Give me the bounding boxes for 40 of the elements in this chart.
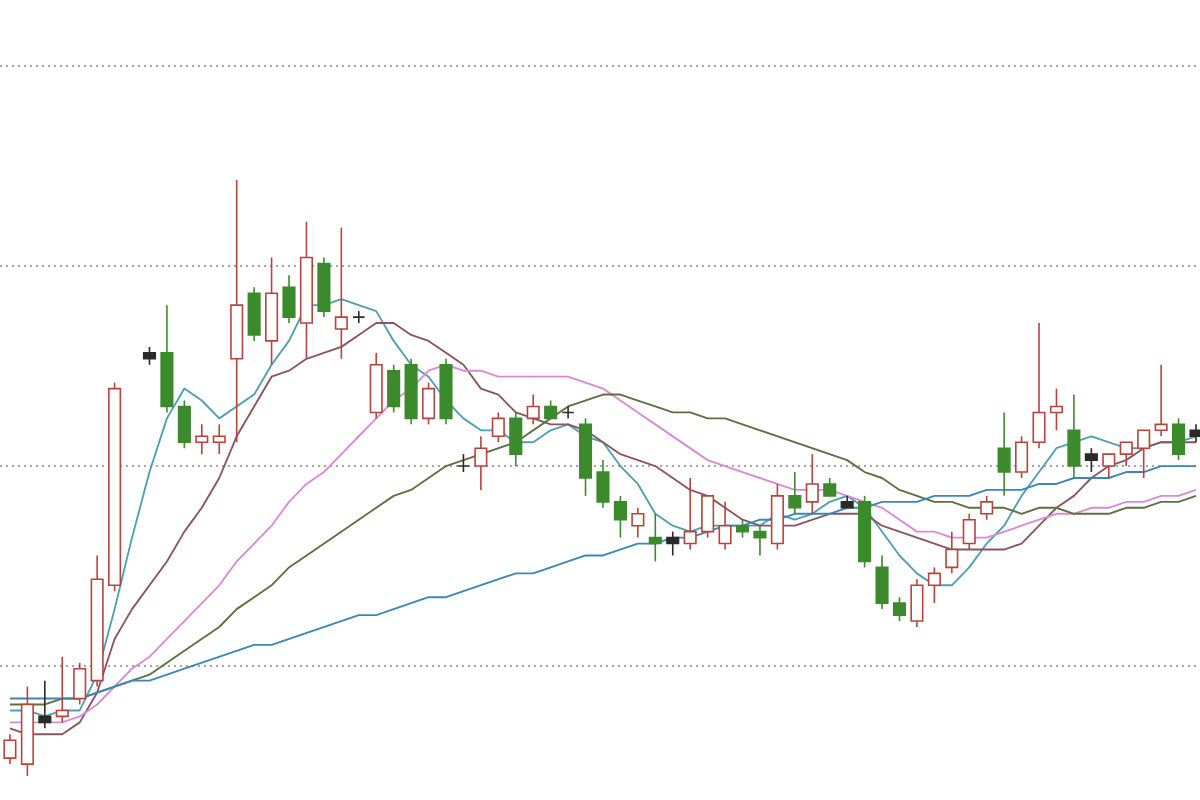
candlestick — [439, 358, 453, 426]
candlestick — [997, 411, 1011, 497]
candlestick — [875, 554, 889, 610]
candlestick — [1067, 393, 1081, 479]
candlestick — [631, 507, 645, 539]
candlestick — [718, 501, 732, 551]
candlestick — [962, 512, 976, 551]
candlestick — [945, 530, 959, 575]
candlestick — [3, 733, 17, 765]
candlestick — [55, 656, 69, 724]
candlestick — [666, 530, 680, 557]
candlestick — [753, 524, 767, 557]
candlestick — [247, 286, 261, 342]
candlestick — [1032, 322, 1046, 449]
candlestick — [73, 661, 87, 706]
candlestick — [282, 274, 296, 324]
candlestick — [90, 554, 104, 688]
candlestick — [334, 226, 348, 360]
candlestick — [1189, 423, 1200, 444]
candlestick — [404, 358, 418, 426]
candlestick — [265, 256, 279, 366]
candlestick — [561, 405, 575, 420]
candlestick — [299, 220, 314, 360]
candlestick — [369, 352, 383, 420]
candlestick — [230, 179, 244, 444]
candlestick — [805, 453, 819, 515]
candlestick — [352, 310, 366, 324]
candlestick — [212, 423, 226, 455]
candlestick — [474, 435, 488, 491]
candlestick — [596, 459, 610, 509]
candlestick — [509, 411, 523, 467]
candlestick — [1154, 363, 1168, 438]
candlestick — [195, 423, 209, 455]
candlestick — [160, 304, 174, 414]
candlestick — [317, 256, 331, 318]
candlestick — [38, 679, 52, 730]
candlestick — [526, 393, 540, 426]
candlestick — [910, 578, 924, 628]
candlestick — [788, 471, 802, 515]
candlestick — [683, 477, 697, 551]
